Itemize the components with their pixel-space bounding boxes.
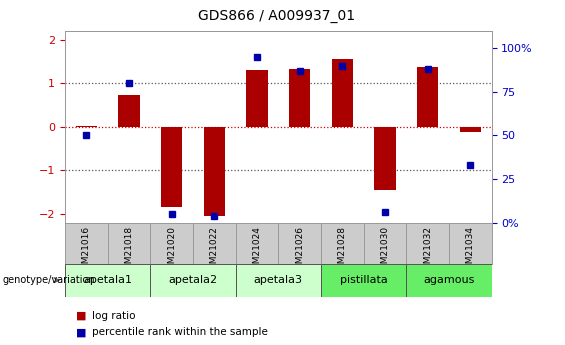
Bar: [417, 67, 438, 127]
Text: ■: ■: [76, 311, 87, 321]
Text: log ratio: log ratio: [92, 311, 136, 321]
Bar: [321, 264, 406, 297]
Bar: [150, 264, 236, 297]
Bar: [374, 127, 396, 190]
Text: pistillata: pistillata: [340, 275, 388, 285]
Bar: [332, 59, 353, 127]
Text: agamous: agamous: [423, 275, 475, 285]
Bar: [65, 264, 150, 297]
Text: apetala2: apetala2: [168, 275, 218, 285]
Text: apetala1: apetala1: [83, 275, 132, 285]
Text: GSM21026: GSM21026: [295, 226, 304, 275]
Text: GSM21024: GSM21024: [253, 226, 262, 275]
Bar: [76, 126, 97, 127]
Text: GSM21034: GSM21034: [466, 226, 475, 275]
Bar: [246, 70, 268, 127]
Text: GSM21030: GSM21030: [380, 226, 389, 275]
Text: apetala3: apetala3: [254, 275, 303, 285]
Text: percentile rank within the sample: percentile rank within the sample: [92, 327, 268, 337]
Text: GSM21032: GSM21032: [423, 226, 432, 275]
Text: GDS866 / A009937_01: GDS866 / A009937_01: [198, 9, 355, 23]
Bar: [203, 127, 225, 216]
Bar: [289, 69, 310, 127]
Text: GSM21028: GSM21028: [338, 226, 347, 275]
Text: GSM21022: GSM21022: [210, 226, 219, 275]
Bar: [161, 127, 182, 207]
Text: GSM21020: GSM21020: [167, 226, 176, 275]
Text: GSM21018: GSM21018: [124, 226, 133, 275]
Text: GSM21016: GSM21016: [82, 226, 91, 275]
Bar: [406, 264, 492, 297]
Text: ■: ■: [76, 327, 87, 337]
Bar: [118, 96, 140, 127]
Text: genotype/variation: genotype/variation: [3, 275, 95, 285]
Bar: [459, 127, 481, 132]
Bar: [236, 264, 321, 297]
